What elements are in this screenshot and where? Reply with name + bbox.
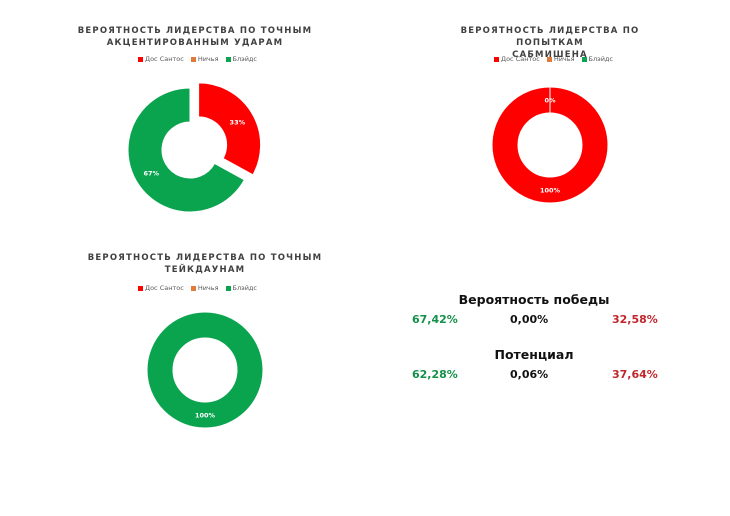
legend-item-dos-santos: Дос Сантос xyxy=(138,284,184,292)
win-probability-blades: 67,42% xyxy=(412,313,458,326)
win-probability-heading: Вероятность победы xyxy=(458,292,610,307)
potential-dos-santos: 37,64% xyxy=(612,368,658,381)
chart-3-title-line-1: ВЕРОЯТНОСТЬ ЛИДЕРСТВА ПО ТОЧНЫМ xyxy=(87,253,323,263)
legend-item-draw: Ничья xyxy=(190,55,219,63)
chart-3-donut: 0%100% xyxy=(146,311,264,429)
legend-item-dos-santos: Дос Сантос xyxy=(494,55,540,63)
chart-1-title-line-2: АКЦЕНТИРОВАННЫМ УДАРАМ xyxy=(106,38,284,48)
slice-label-blades: 0% xyxy=(544,97,556,105)
legend-item-blades: Блэйдс xyxy=(581,55,613,63)
potential-blades: 62,28% xyxy=(412,368,458,381)
potential-draw: 0,06% xyxy=(510,368,549,381)
chart-3-title-line-2: ТЕЙКДАУНАМ xyxy=(164,265,246,275)
chart-1-legend: Дос Сантос Ничья Блэйдс xyxy=(138,55,257,63)
potential-heading: Потенциал xyxy=(494,347,574,362)
chart-2-title: ВЕРОЯТНОСТЬ ЛИДЕРСТВА ПО ПОПЫТКАМ САБМИШ… xyxy=(425,25,675,61)
slice-label-dos-santos: 33% xyxy=(230,119,246,127)
legend-item-draw: Ничья xyxy=(546,55,575,63)
slice-label-blades: 100% xyxy=(195,412,216,420)
chart-2-title-line-2: САБМИШЕНА xyxy=(512,50,588,60)
legend-item-dos-santos: Дос Сантос xyxy=(138,55,184,63)
win-probability-dos-santos: 32,58% xyxy=(612,313,658,326)
slice-label-dos-santos: 100% xyxy=(540,187,561,195)
legend-item-draw: Ничья xyxy=(190,284,219,292)
chart-2-legend: Дос Сантос Ничья Блэйдс xyxy=(494,55,613,63)
win-probability-draw: 0,00% xyxy=(510,313,549,326)
legend-item-blades: Блэйдс xyxy=(225,55,257,63)
slice-dos-santos xyxy=(491,86,609,204)
slice-label-blades: 67% xyxy=(143,169,159,177)
chart-1-donut: 33% 67% xyxy=(127,82,262,213)
chart-3-legend: Дос Сантос Ничья Блэйдс xyxy=(138,284,257,292)
chart-2-donut: 100% 0% xyxy=(491,86,609,204)
chart-1-title: ВЕРОЯТНОСТЬ ЛИДЕРСТВА ПО ТОЧНЫМ АКЦЕНТИР… xyxy=(70,25,320,49)
chart-2-title-line-1: ВЕРОЯТНОСТЬ ЛИДЕРСТВА ПО ПОПЫТКАМ xyxy=(460,26,640,48)
legend-item-blades: Блэйдс xyxy=(225,284,257,292)
chart-3-title: ВЕРОЯТНОСТЬ ЛИДЕРСТВА ПО ТОЧНЫМ ТЕЙКДАУН… xyxy=(80,252,330,276)
slice-blades xyxy=(127,87,246,213)
chart-1-title-line-1: ВЕРОЯТНОСТЬ ЛИДЕРСТВА ПО ТОЧНЫМ xyxy=(77,26,313,36)
slice-dos-santos xyxy=(198,82,262,176)
slice-blades xyxy=(146,311,264,429)
